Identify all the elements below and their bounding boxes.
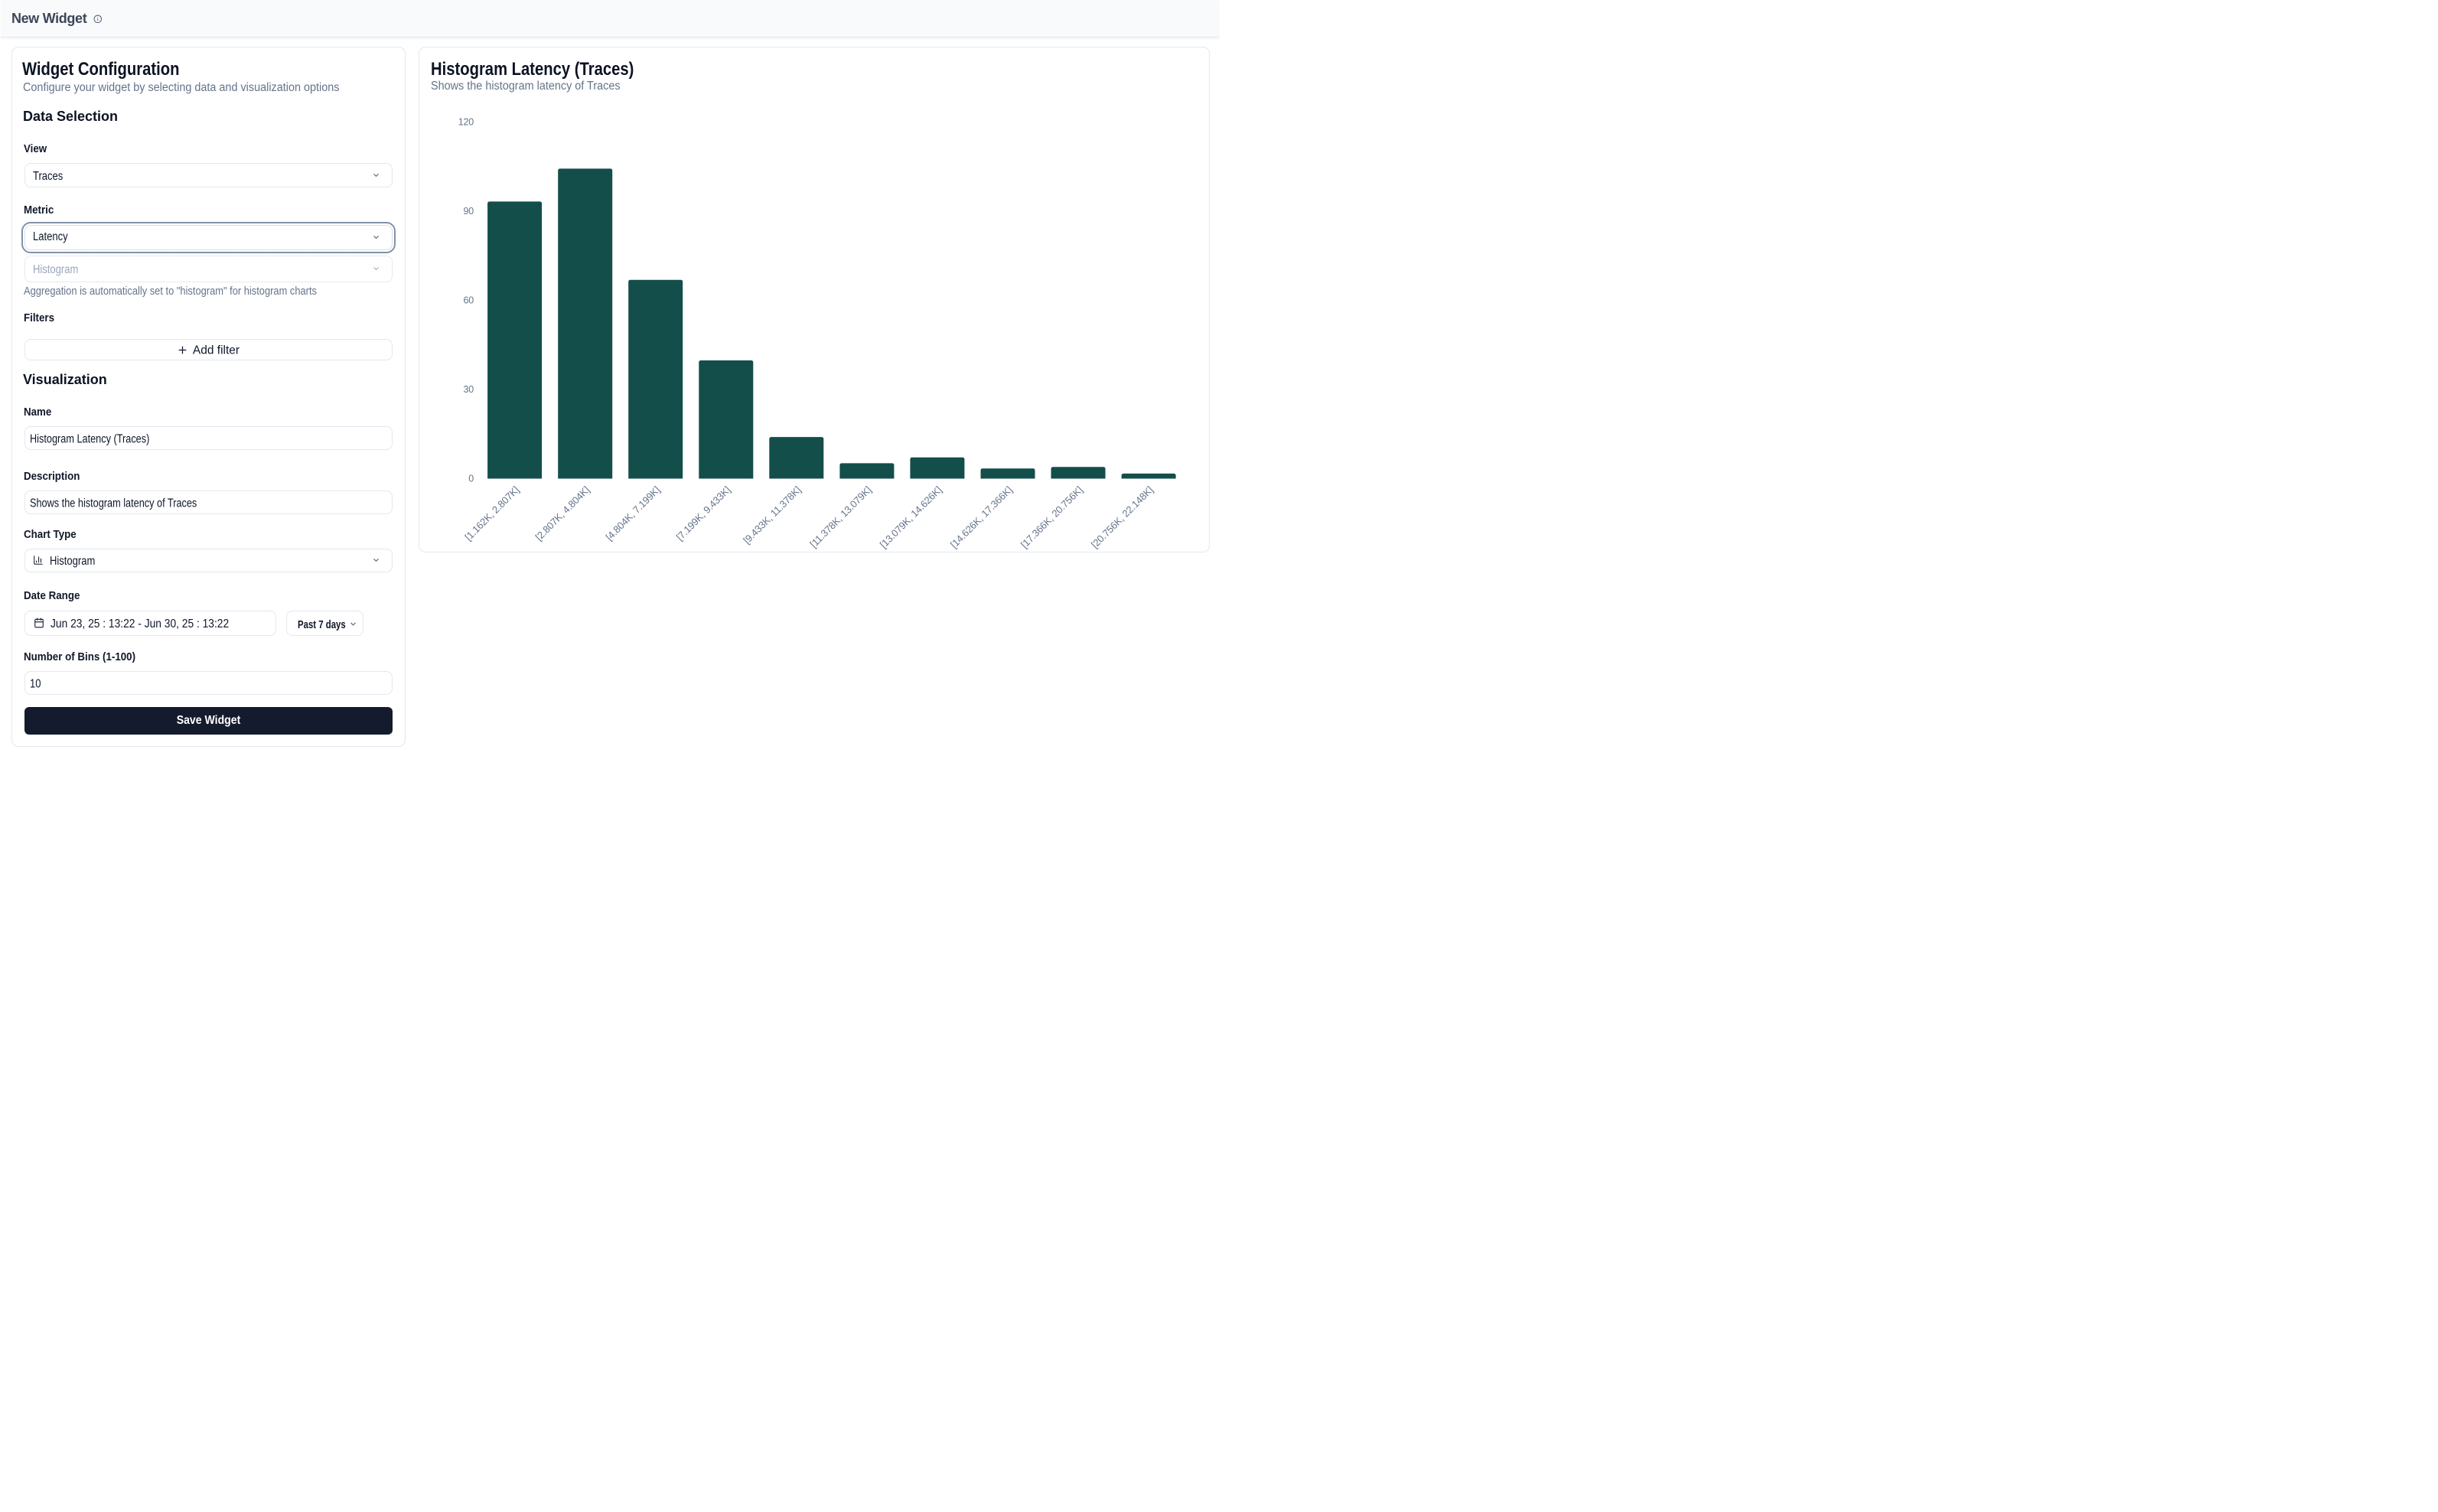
svg-text:[13.079K, 14.626K]: [13.079K, 14.626K] [877, 484, 944, 551]
svg-text:[2.807K, 4.804K]: [2.807K, 4.804K] [533, 484, 592, 543]
svg-text:[11.378K, 13.079K]: [11.378K, 13.079K] [807, 484, 873, 550]
svg-text:0: 0 [468, 473, 474, 484]
svg-text:[9.433K, 11.378K]: [9.433K, 11.378K] [741, 484, 803, 546]
svg-text:30: 30 [463, 384, 474, 395]
svg-text:[17.366K, 20.756K]: [17.366K, 20.756K] [1018, 484, 1084, 551]
svg-text:[7.199K, 9.433K]: [7.199K, 9.433K] [673, 484, 732, 543]
svg-text:60: 60 [463, 295, 474, 306]
svg-text:[20.756K, 22.148K]: [20.756K, 22.148K] [1088, 484, 1155, 551]
svg-text:120: 120 [458, 117, 474, 128]
svg-text:[1.162K, 2.807K]: [1.162K, 2.807K] [462, 484, 521, 543]
svg-text:[14.626K, 17.366K]: [14.626K, 17.366K] [947, 484, 1014, 551]
svg-text:[4.804K, 7.199K]: [4.804K, 7.199K] [603, 484, 662, 543]
svg-text:90: 90 [463, 206, 474, 217]
